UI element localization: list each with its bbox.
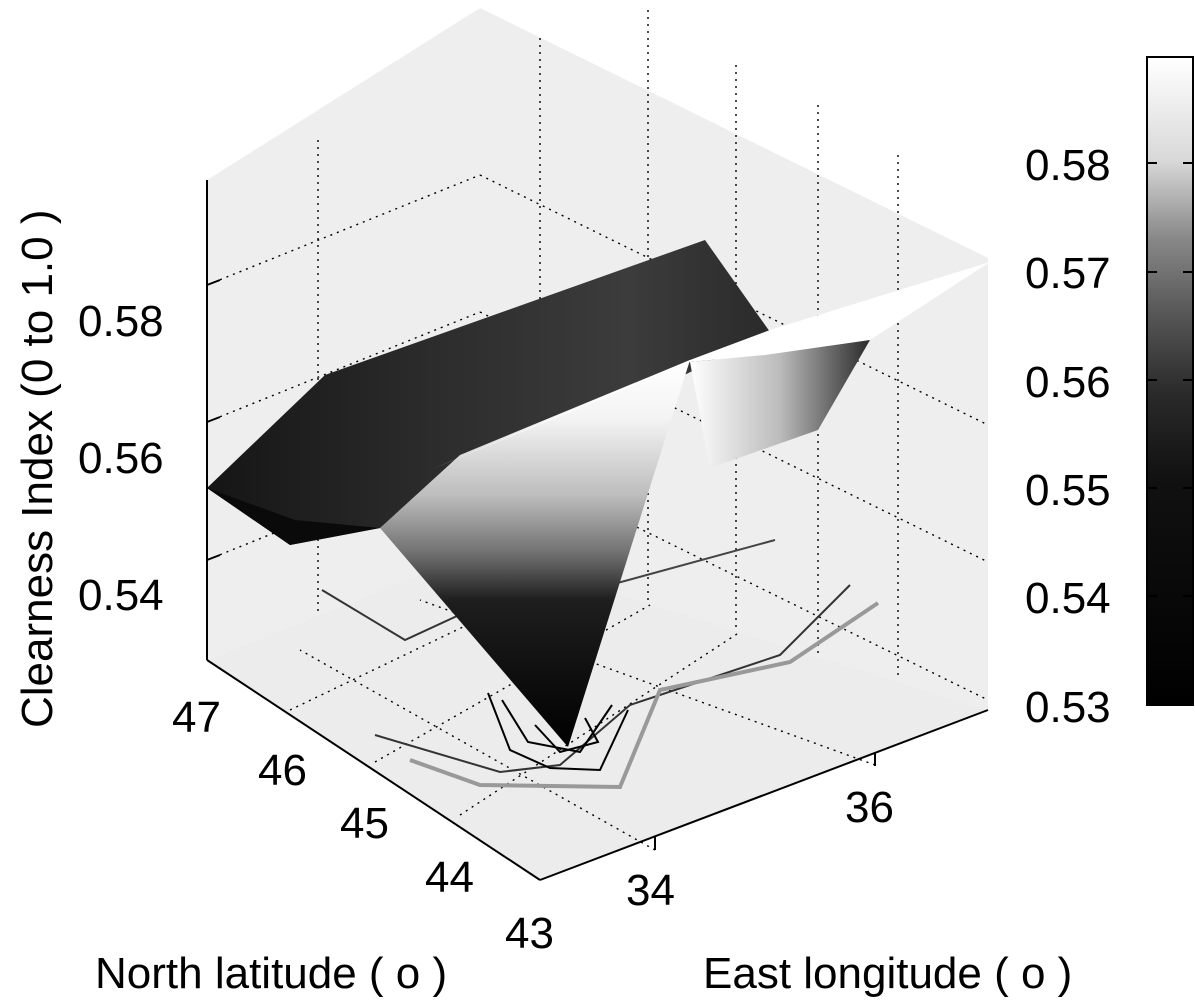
colorbar-tick-label-0: 0.58 [1025, 141, 1111, 190]
x-axis-line [206, 659, 541, 881]
surface-back-ridge [207, 240, 770, 545]
floor-contours [321, 539, 880, 790]
x-tick-label-0: 47 [172, 693, 221, 742]
surface-front-face [380, 360, 690, 747]
colorbar-tick-label-3: 0.55 [1025, 466, 1111, 515]
y-axis-title: East longitude ( o ) [703, 949, 1072, 998]
y-tick-label-0: 34 [626, 866, 675, 915]
z-tick-058 [206, 279, 221, 286]
x-axis-title: North latitude ( o ) [95, 949, 447, 998]
axis-lines [206, 180, 989, 881]
z-tick-label-0: 0.58 [78, 297, 164, 346]
surface [207, 240, 990, 747]
x-tick-label-2: 45 [340, 799, 389, 848]
z-axis-title: Clearness Index (0 to 1.0 ) [13, 210, 62, 728]
x-tick-label-3: 44 [425, 853, 474, 902]
surface-top-highlight [430, 262, 990, 470]
floor-pane [207, 550, 988, 880]
surface-left-edge [207, 488, 380, 545]
surface-right-wedge [690, 340, 870, 468]
colorbar-tick-label-2: 0.56 [1025, 358, 1111, 407]
colorbar-tick-label-5: 0.53 [1025, 683, 1111, 732]
y-tick-label-1: 36 [845, 783, 894, 832]
colorbar-tick-label-1: 0.57 [1025, 249, 1111, 298]
z-tick-label-2: 0.54 [78, 571, 164, 620]
z-tick-054 [206, 554, 221, 561]
colorbar-tick-label-4: 0.54 [1025, 574, 1111, 623]
z-tick-056 [206, 416, 221, 423]
x-tick-label-4: 43 [505, 909, 554, 958]
y-axis-line [539, 709, 989, 881]
x-tick-label-1: 46 [258, 746, 307, 795]
colorbar [1146, 56, 1194, 706]
z-tick-label-1: 0.56 [78, 434, 164, 483]
